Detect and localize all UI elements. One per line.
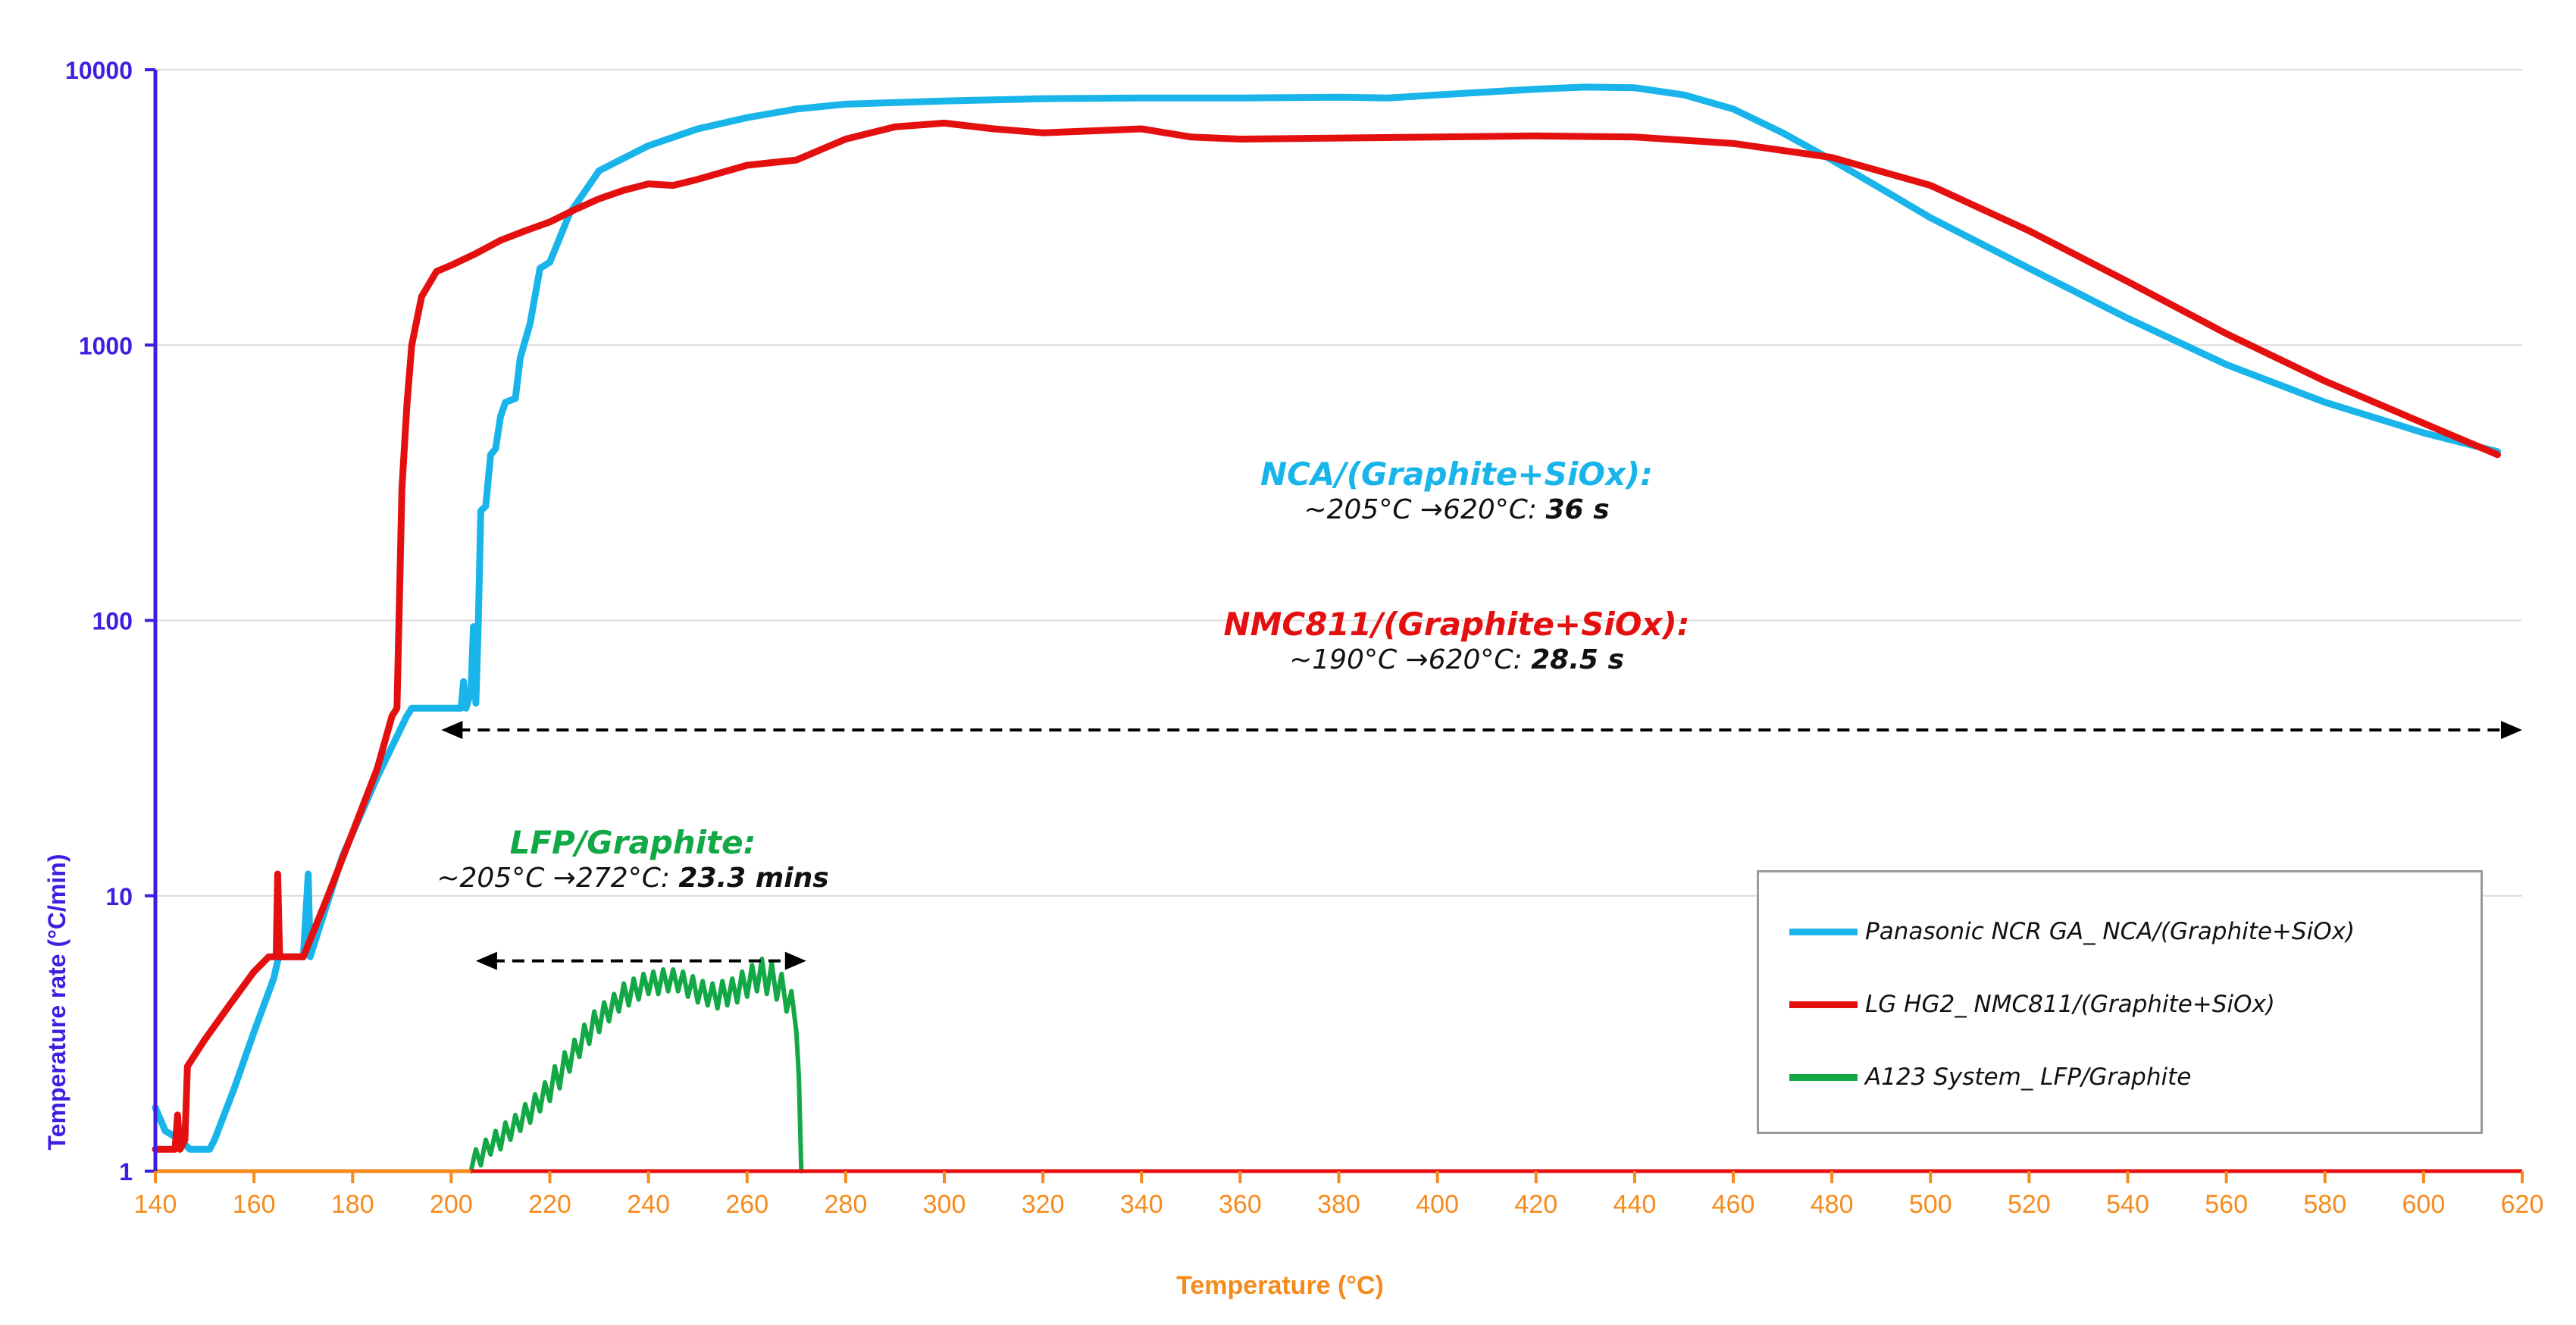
y-tick-label-1000: 1000 <box>79 332 133 359</box>
legend-swatch-lfp <box>1789 1073 1858 1081</box>
series-line-nca <box>152 83 2501 1153</box>
x-tick-label-220: 220 <box>528 1190 571 1219</box>
x-tick-label-180: 180 <box>331 1190 374 1219</box>
x-tick-label-200: 200 <box>430 1190 473 1219</box>
x-tick-label-280: 280 <box>825 1190 868 1219</box>
y-tick-label-100: 100 <box>92 608 133 635</box>
x-tick-label-500: 500 <box>1909 1190 1952 1219</box>
nca-nmc-range-arrowhead-right <box>2501 721 2522 740</box>
annotation-nmc-detail: ~190°C →620°C: 28.5 s <box>1223 643 1689 678</box>
annotation-nca-end: 620°C: <box>1443 494 1546 525</box>
legend-item-lfp: A123 System_ LFP/Graphite <box>1789 1060 2191 1094</box>
arrow-right-icon: → <box>1419 494 1444 525</box>
legend-label-lfp: A123 System_ LFP/Graphite <box>1865 1063 2192 1091</box>
annotation-nca-start: ~205°C <box>1304 494 1420 525</box>
x-tick-label-420: 420 <box>1514 1190 1557 1219</box>
annotation-nmc-value: 28.5 s <box>1531 644 1624 675</box>
annotation-lfp-start: ~205°C <box>437 863 553 894</box>
axes-layer: 1 10 100 1000 10000 140 160 180 200 220 240 260 280 3… <box>65 57 2543 1219</box>
annotation-nca-value: 36 s <box>1545 494 1610 525</box>
x-tick-label-440: 440 <box>1614 1190 1657 1219</box>
annotation-lfp-title: LFP/Graphite: <box>509 824 756 861</box>
lfp-range-arrowhead-right <box>784 951 806 970</box>
legend-swatch-nca <box>1789 928 1858 935</box>
x-tick-label-520: 520 <box>2008 1190 2051 1219</box>
x-tick-label-540: 540 <box>2106 1190 2149 1219</box>
x-tick-label-580: 580 <box>2303 1190 2346 1219</box>
x-tick-label-320: 320 <box>1022 1190 1065 1219</box>
arrow-right-icon: → <box>1405 644 1429 675</box>
series-line-nmc <box>152 119 2501 1153</box>
series-line-lfp <box>468 957 804 1173</box>
legend: Panasonic NCR GA_ NCA/(Graphite+SiOx) LG… <box>1757 870 2483 1134</box>
x-tick-label-480: 480 <box>1811 1190 1854 1219</box>
x-tick-label-140: 140 <box>134 1190 177 1219</box>
annotation-lfp: LFP/Graphite: ~205°C →272°C: 23.3 mins <box>437 825 828 896</box>
x-tick-label-160: 160 <box>233 1190 276 1219</box>
legend-label-nmc: LG HG2_ NMC811/(Graphite+SiOx) <box>1865 991 2275 1018</box>
x-tick-label-460: 460 <box>1712 1190 1755 1219</box>
series-layer <box>152 83 2501 1173</box>
nca-nmc-range-arrowhead-left <box>441 721 463 740</box>
legend-swatch-nmc <box>1789 1001 1858 1008</box>
x-tick-label-340: 340 <box>1120 1190 1163 1219</box>
annotation-nmc-end: 620°C: <box>1428 644 1532 675</box>
x-tick-label-620: 620 <box>2501 1190 2544 1219</box>
x-tick-label-380: 380 <box>1317 1190 1360 1219</box>
legend-label-nca: Panasonic NCR GA_ NCA/(Graphite+SiOx) <box>1865 918 2355 945</box>
x-tick-label-260: 260 <box>725 1190 768 1219</box>
x-tick-label-600: 600 <box>2402 1190 2446 1219</box>
x-axis-title: Temperature (°C) <box>1176 1271 1384 1300</box>
x-tick-label-400: 400 <box>1416 1190 1459 1219</box>
x-tick-label-300: 300 <box>923 1190 966 1219</box>
y-tick-label-10: 10 <box>105 883 133 910</box>
annotation-nca-detail: ~205°C →620°C: 36 s <box>1260 493 1653 528</box>
legend-item-nca: Panasonic NCR GA_ NCA/(Graphite+SiOx) <box>1789 915 2355 948</box>
lfp-range-arrowhead-left <box>475 951 497 970</box>
range-layer <box>441 721 2522 970</box>
x-tick-label-360: 360 <box>1219 1190 1262 1219</box>
annotation-nmc-start: ~190°C <box>1289 644 1406 675</box>
x-tick-label-560: 560 <box>2205 1190 2248 1219</box>
y-tick-label-1: 1 <box>119 1158 133 1186</box>
legend-item-nmc: LG HG2_ NMC811/(Graphite+SiOx) <box>1789 988 2275 1021</box>
x-tick-label-240: 240 <box>627 1190 670 1219</box>
y-axis-title: Temperature rate (°C/min) <box>43 854 70 1151</box>
y-tick-label-10000: 10000 <box>65 57 133 84</box>
annotation-nca: NCA/(Graphite+SiOx): ~205°C →620°C: 36 s <box>1260 456 1653 528</box>
annotation-nmc: NMC811/(Graphite+SiOx): ~190°C →620°C: 2… <box>1223 606 1689 678</box>
annotation-lfp-detail: ~205°C →272°C: 23.3 mins <box>437 861 828 896</box>
arrow-right-icon: → <box>552 863 576 894</box>
annotation-lfp-value: 23.3 mins <box>678 863 829 894</box>
annotation-nmc-title: NMC811/(Graphite+SiOx): <box>1223 606 1690 643</box>
annotation-lfp-end: 272°C: <box>575 863 679 894</box>
annotation-nca-title: NCA/(Graphite+SiOx): <box>1260 456 1654 493</box>
